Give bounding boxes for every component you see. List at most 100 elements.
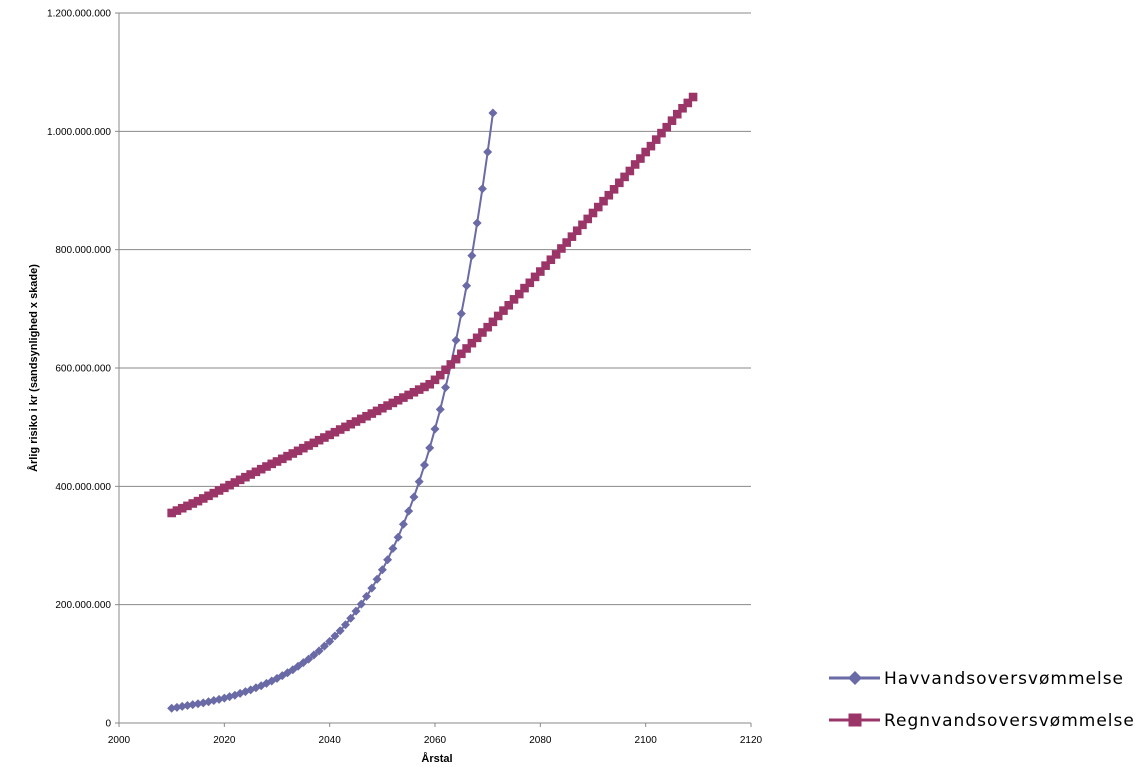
data-point: [420, 382, 429, 392]
data-point: [330, 631, 340, 641]
data-point: [572, 226, 582, 236]
data-point: [340, 620, 350, 630]
data-point: [372, 574, 382, 584]
data-point: [483, 147, 493, 157]
data-point: [304, 441, 313, 450]
data-point: [272, 457, 282, 466]
data-point: [320, 433, 329, 442]
data-point: [335, 626, 345, 636]
data-point: [451, 354, 461, 364]
legend: Havvandsoversvømmelse Regnvandsoversvømme…: [829, 669, 1135, 731]
y-tick-label: 400.000.000: [55, 482, 111, 493]
x-tick-label: 2060: [424, 735, 447, 746]
data-point: [646, 141, 656, 151]
legend-item: Havvandsoversvømmelse: [829, 669, 1124, 689]
data-point: [562, 238, 571, 247]
data-point: [546, 255, 556, 265]
data-point: [393, 532, 403, 542]
series-line: [171, 96, 694, 514]
legend-marker: [848, 671, 862, 685]
x-tick-label: 2040: [319, 735, 342, 746]
data-point: [493, 311, 503, 321]
data-point: [325, 430, 334, 440]
data-point: [356, 414, 366, 424]
data-point: [362, 591, 372, 601]
data-point: [193, 496, 203, 506]
data-point: [435, 370, 445, 380]
data-point: [414, 385, 424, 394]
data-point: [651, 135, 661, 144]
data-point: [636, 154, 645, 163]
data-point: [688, 92, 698, 102]
data-point: [488, 108, 498, 118]
x-tick-label: 2020: [213, 735, 236, 746]
data-point: [188, 499, 198, 508]
data-point: [557, 244, 566, 253]
data-point: [299, 443, 308, 453]
data-point: [367, 583, 377, 593]
data-point: [283, 451, 292, 461]
data-point: [551, 250, 561, 259]
data-point: [404, 506, 414, 516]
data-point: [441, 383, 451, 393]
data-point: [409, 387, 419, 397]
data-point: [383, 555, 393, 565]
data-point: [457, 349, 466, 359]
data-point: [641, 147, 650, 157]
data-point: [167, 508, 176, 518]
data-point: [388, 543, 398, 553]
data-point: [530, 272, 540, 282]
y-tick-label: 1.200.000.000: [47, 9, 111, 20]
data-point: [183, 501, 192, 511]
x-axis-title: Årstal: [421, 752, 452, 765]
x-tick-label: 2120: [740, 735, 763, 746]
data-point: [319, 641, 329, 651]
legend-marker: [848, 713, 862, 727]
data-point: [372, 406, 382, 416]
data-point: [430, 375, 440, 385]
data-point: [377, 565, 387, 575]
data-point: [462, 344, 471, 353]
legend-label: Havvandsoversvømmelse: [884, 669, 1124, 689]
data-point: [478, 328, 487, 337]
data-point: [483, 322, 492, 332]
data-point: [662, 122, 672, 132]
y-tick-label: 600.000.000: [55, 364, 111, 375]
data-point: [604, 190, 614, 200]
data-point: [220, 483, 229, 493]
data-point: [267, 459, 277, 469]
data-point: [330, 427, 340, 437]
series-2: [167, 92, 698, 518]
data-point: [383, 401, 392, 410]
data-point: [672, 109, 682, 119]
data-point: [615, 178, 624, 188]
data-point: [419, 460, 429, 470]
data-point: [362, 411, 371, 421]
data-point: [314, 646, 324, 656]
data-point: [241, 472, 250, 482]
axes: [115, 12, 752, 727]
legend-label: Regnvandsoversvømmelse: [884, 711, 1135, 731]
data-point: [414, 477, 424, 487]
data-point: [609, 185, 619, 194]
data-point: [246, 470, 255, 479]
data-point: [472, 218, 482, 228]
data-point: [588, 208, 598, 218]
data-point: [172, 506, 182, 515]
y-axis-title: Årlig risiko i kr (sandsynlighed x skade…: [27, 264, 40, 472]
data-point: [325, 636, 335, 646]
data-point: [304, 654, 314, 664]
data-point: [467, 251, 477, 261]
series-1: [167, 108, 498, 713]
data-point: [451, 335, 461, 345]
data-point: [293, 446, 303, 456]
data-point: [230, 478, 240, 487]
data-point: [509, 295, 519, 304]
data-point: [441, 365, 450, 375]
data-point: [678, 103, 687, 113]
x-tick-label: 2000: [108, 735, 131, 746]
data-point: [593, 202, 603, 212]
series-line: [171, 112, 494, 710]
data-point: [657, 128, 666, 138]
